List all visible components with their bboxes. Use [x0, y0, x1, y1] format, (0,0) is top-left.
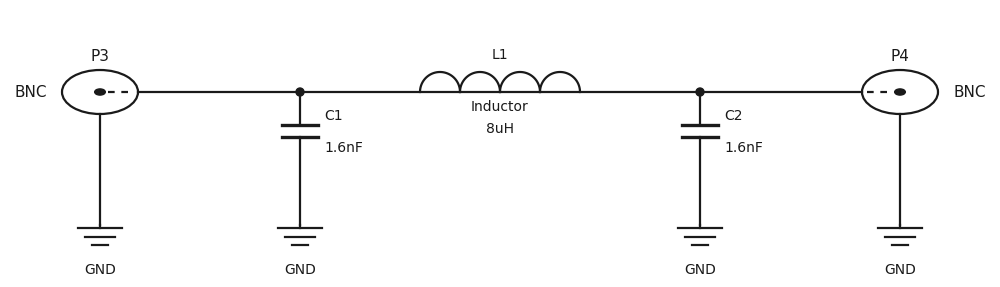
Text: GND: GND — [684, 263, 716, 277]
Ellipse shape — [895, 89, 905, 95]
Text: L1: L1 — [492, 48, 508, 62]
Text: P4: P4 — [891, 49, 909, 64]
Text: 1.6nF: 1.6nF — [324, 141, 363, 155]
Text: BNC: BNC — [953, 84, 986, 100]
Text: P3: P3 — [90, 49, 110, 64]
Text: C1: C1 — [324, 109, 343, 123]
Text: Inductor: Inductor — [471, 100, 529, 114]
Ellipse shape — [296, 88, 304, 96]
Text: 1.6nF: 1.6nF — [724, 141, 763, 155]
Text: C2: C2 — [724, 109, 742, 123]
Text: 8uH: 8uH — [486, 122, 514, 136]
Text: GND: GND — [284, 263, 316, 277]
Ellipse shape — [95, 89, 105, 95]
Text: GND: GND — [84, 263, 116, 277]
Text: BNC: BNC — [14, 84, 47, 100]
Ellipse shape — [696, 88, 704, 96]
Text: GND: GND — [884, 263, 916, 277]
